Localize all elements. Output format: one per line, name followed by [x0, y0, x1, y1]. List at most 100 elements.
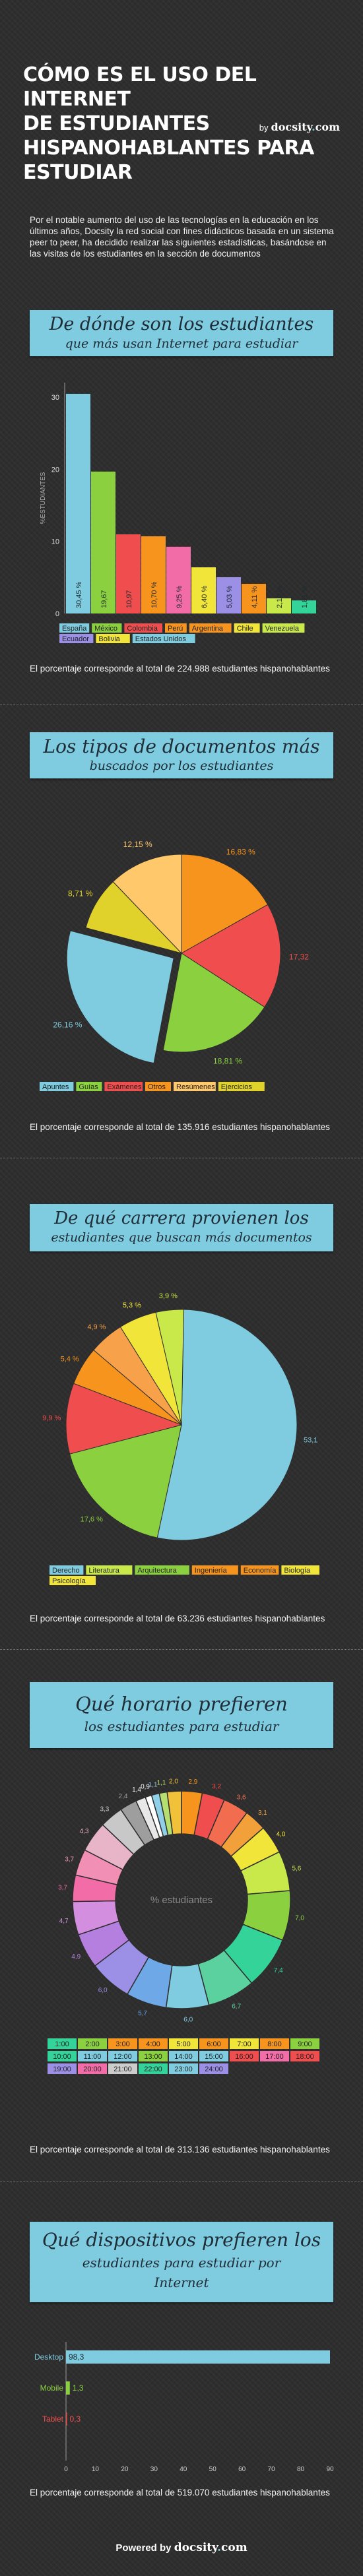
section5-note: El porcentaje corresponde al total de 51… [30, 2488, 330, 2497]
donut-value-label: 3,1 [258, 1809, 267, 1817]
hour-legend-swatch [169, 2038, 198, 2049]
donut-value-label: 5,7 [138, 2010, 147, 2017]
section4-banner-line2: los estudiantes para estudiar [84, 1718, 279, 1734]
footer-powered-by[interactable]: Powered by docsity.com [0, 2541, 363, 2554]
pie-value-label: 17,6 % [81, 1515, 103, 1523]
donut-slice [166, 1790, 182, 1835]
section1-banner-line2: que más usan Internet para estudiar [65, 336, 298, 351]
hour-legend-swatch [78, 2063, 107, 2074]
donut-value-label: 7,4 [274, 1967, 283, 1974]
hour-legend-swatch [48, 2051, 77, 2061]
section5-banner-line3: Internet [154, 2275, 209, 2290]
hour-legend-label: 18:00 [296, 2053, 314, 2061]
bar-value-label: 10,70 % [150, 581, 158, 608]
section4-banner: Qué horario prefieren los estudiantes pa… [22, 1682, 341, 1748]
donut-value-label: 7,0 [295, 1915, 304, 1922]
section2-banner-line2: buscados por los estudiantes [89, 759, 274, 773]
country-bar-chart: 0 10 20 30 %ESTUDIANTES 30,45 % 19,67 10,97 10,7… [40, 383, 316, 643]
bar-value-label: 30,45 % [75, 581, 83, 608]
bar [116, 534, 141, 613]
y-axis-label: %ESTUDIANTES [40, 472, 47, 524]
section4-note: El porcentaje corresponde al total de 31… [30, 2145, 330, 2154]
y-tick-label: 10 [51, 538, 59, 546]
hour-legend-swatch [78, 2051, 107, 2061]
country-legend-label: Estados Unidos [135, 635, 187, 643]
device-bar [66, 2412, 67, 2426]
donut-value-label: 2,9 [188, 1778, 197, 1786]
pie-slice [85, 881, 183, 954]
bar [242, 584, 266, 613]
career-legend-swatch [240, 1565, 279, 1575]
title-line-2: DE ESTUDIANTES [23, 112, 210, 135]
hour-legend-swatch [199, 2038, 228, 2049]
pie-value-label: 26,16 % [53, 1021, 82, 1030]
hour-legend-swatch [169, 2051, 198, 2061]
country-legend-label: Ecuador [62, 635, 89, 643]
divider [0, 1649, 363, 1650]
device-x-tick-label: 0 [64, 2466, 68, 2473]
pie-value-label: 5,4 % [61, 1355, 79, 1363]
hour-legend-label: 5:00 [176, 2040, 190, 2048]
hour-legend-label: 9:00 [298, 2040, 312, 2048]
byline-by: by [259, 123, 269, 133]
bar-value-label: 2,10 % [276, 586, 284, 608]
career-pie-chart: 53,1 17,6 % 9,9 % 5,4 % 4,9 % 5,3 % 3,9 % Derec… [42, 1292, 319, 1585]
pie-value-label: 12,15 % [123, 840, 152, 849]
donut-center-label: % estudiantes [150, 1895, 213, 1906]
donut-value-label: 5,6 [292, 1866, 301, 1873]
device-x-tick-label: 70 [268, 2466, 276, 2473]
y-tick-label: 0 [55, 610, 59, 618]
section3-banner-line1: De qué carrera provienen los [54, 1209, 309, 1228]
title-line-1: CÓMO ES EL USO DEL INTERNET [23, 63, 257, 111]
section2-banner: Los tipos de documentos más buscados por… [22, 732, 341, 778]
country-legend-swatch [124, 623, 162, 633]
y-tick-label: 30 [51, 394, 59, 402]
donut-value-label: 6,0 [183, 2017, 193, 2024]
country-legend-swatch [165, 623, 187, 633]
hour-legend-label: 16:00 [235, 2053, 253, 2061]
section3-banner: De qué carrera provienen los estudiantes… [22, 1204, 341, 1251]
donut-value-label: 4,0 [277, 1831, 286, 1838]
hour-legend-label: 24:00 [205, 2065, 223, 2073]
donut-value-label: 3,3 [100, 1806, 109, 1813]
hour-legend-label: 19:00 [53, 2065, 71, 2073]
section1-note: El porcentaje corresponde al total de 22… [30, 664, 330, 674]
pie-slice [155, 1309, 185, 1426]
bar [66, 393, 90, 613]
hour-legend-label: 20:00 [83, 2065, 102, 2073]
doctype-legend-swatch [218, 1082, 265, 1091]
pie-slice [181, 854, 269, 954]
bar [292, 600, 316, 613]
device-x-tick-label: 40 [180, 2466, 187, 2473]
donut-value-label: 2,4 [119, 1793, 128, 1800]
hour-legend-swatch [48, 2038, 77, 2049]
hour-legend-swatch [108, 2051, 137, 2061]
donut-value-label: 4,9 [71, 1953, 81, 1961]
bar-value-label: 4,11 % [251, 586, 259, 608]
country-legend-label: Argentina [192, 625, 224, 633]
career-legend-label: Arquitectura [137, 1567, 177, 1575]
pie-slice [112, 854, 182, 955]
byline-logo[interactable]: by docsity.com [259, 121, 340, 133]
hour-legend-label: 8:00 [267, 2040, 281, 2048]
hour-legend-label: 21:00 [114, 2065, 132, 2073]
pie-slice [162, 953, 265, 1053]
doctype-legend-swatch [145, 1082, 171, 1091]
hour-legend-swatch [230, 2038, 259, 2049]
bar-value-label: 5,03 % [226, 586, 234, 608]
doctype-legend-label: Exámenes [107, 1083, 141, 1091]
logo-dot: . [312, 121, 315, 133]
hour-legend-label: 11:00 [84, 2053, 102, 2061]
section2-banner-line1: Los tipos de documentos más [43, 736, 320, 757]
donut-value-label: 3,2 [212, 1783, 221, 1790]
doctype-legend-label: Resúmenes [176, 1083, 215, 1091]
donut-value-label: 1,1 [148, 1781, 158, 1788]
section5-banner: Qué dispositivos prefieren los estudiant… [22, 2222, 341, 2302]
donut-value-label: 1,4 [132, 1786, 141, 1794]
hour-legend-swatch [139, 2051, 168, 2061]
device-x-tick-label: 90 [326, 2466, 334, 2473]
career-legend-label: Ingeniería [195, 1567, 228, 1575]
device-category-label: Mobile [40, 2383, 64, 2393]
bar-value-label: 1,81 % [301, 586, 309, 608]
